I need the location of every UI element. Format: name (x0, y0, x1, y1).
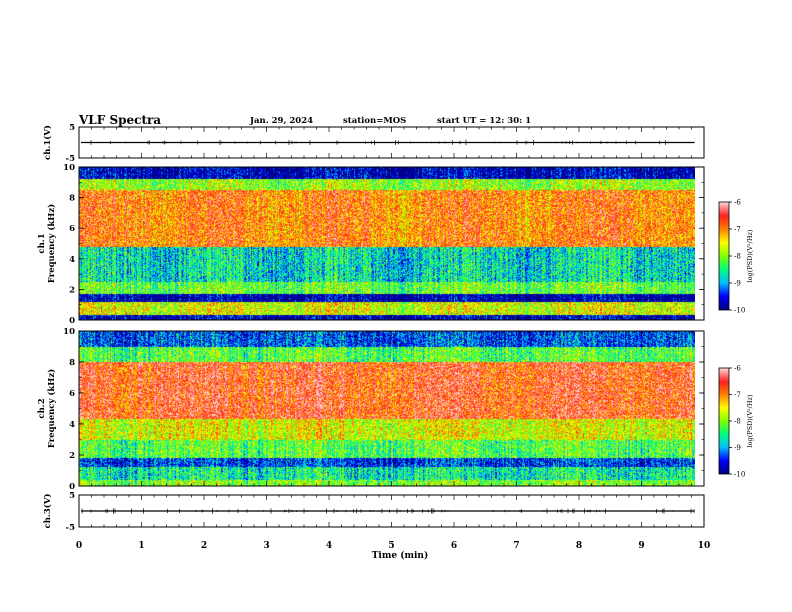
ch2-spectrogram-ytick-label: 0 (69, 482, 75, 492)
ch1-spectrogram-colorbar-tick-label: -9 (734, 280, 741, 288)
ch1-spectrogram-colorbar-tick-label: -6 (734, 199, 741, 207)
ch1-spectrogram-colorbar (719, 202, 729, 310)
ch2-spectrogram-colorbar-tick-label: -7 (734, 391, 741, 399)
ch1-spectrogram-ylabel: ch.1 (37, 233, 47, 253)
xtick-label: 5 (388, 541, 394, 551)
ch3-waveform-spikes (81, 508, 695, 514)
ch2-spectrogram-colorbar-label: log(PSD)(V²/Hz) (746, 394, 754, 447)
ch3-waveform-ytick-label: 5 (69, 491, 75, 501)
date-label: Jan. 29, 2024 (250, 116, 314, 126)
ch1-waveform-ytick-label: -5 (66, 154, 76, 164)
ch1-spectrogram-colorbar-tick-label: -8 (734, 253, 741, 261)
xtick-label: 8 (576, 541, 582, 551)
xtick-label: 3 (263, 541, 269, 551)
ch1-waveform-spikes (90, 139, 672, 146)
xtick-label: 1 (138, 541, 144, 551)
ch1-spectrogram-colorbar-label: log(PSD)(V²/Hz) (746, 229, 754, 282)
x-axis-label: Time (min) (372, 550, 429, 561)
ch2-spectrogram-colorbar-tick-label: -6 (734, 365, 741, 373)
ch1-spectrogram-ytick-label: 8 (69, 194, 75, 204)
chart-title: VLF Spectra (79, 113, 162, 127)
ch1-spectrogram-ytick-label: 6 (69, 224, 75, 234)
ch1-waveform-ylabel: ch.1(V) (42, 125, 53, 160)
ch2-spectrogram-ytick-label: 8 (69, 358, 75, 368)
xtick-label: 7 (513, 541, 519, 551)
ch1-waveform-ytick-label: 5 (69, 123, 75, 133)
ch1-spectrogram-ytick-label: 2 (69, 285, 75, 295)
xtick-label: 2 (201, 541, 207, 551)
xtick-label: 4 (326, 541, 332, 551)
ch1-spectrogram-ytick-label: 0 (69, 316, 75, 326)
ch1-spectrogram-colorbar-tick-label: -7 (734, 226, 741, 234)
ch2-spectrogram-ylabel: ch.2 (37, 398, 47, 418)
ch1-spectrogram-raster (79, 167, 695, 320)
ch1-spectrogram-ytick-label: 4 (69, 255, 75, 265)
xtick-label: 6 (451, 541, 457, 551)
start-time-label: start UT = 12: 30: 1 (437, 116, 532, 126)
ch2-spectrogram-colorbar (719, 368, 729, 474)
ch2-spectrogram-colorbar-tick-label: -9 (734, 444, 741, 452)
ch2-spectrogram-colorbar-tick-label: -10 (734, 471, 745, 479)
station-label: station=MOS (343, 116, 407, 126)
ch2-spectrogram-ytick-label: 2 (69, 451, 75, 461)
ch3-waveform-ytick-label: -5 (66, 523, 76, 533)
xtick-label: 10 (698, 541, 711, 551)
xtick-label: 9 (638, 541, 644, 551)
ch2-spectrogram-ylabel: Frequency (kHz) (46, 369, 57, 448)
ch2-spectrogram-ytick-label: 10 (63, 327, 75, 337)
ch1-spectrogram-ytick-label: 10 (63, 163, 75, 173)
ch2-spectrogram-raster (79, 331, 695, 486)
xtick-label: 0 (76, 541, 82, 551)
ch1-spectrogram-ylabel: Frequency (kHz) (46, 204, 57, 283)
ch3-waveform-ylabel: ch.3(V) (42, 494, 53, 529)
ch2-spectrogram-colorbar-tick-label: -8 (734, 418, 741, 426)
ch2-spectrogram-ytick-label: 4 (69, 420, 75, 430)
ch2-spectrogram-ytick-label: 6 (69, 389, 75, 399)
ch1-spectrogram-colorbar-tick-label: -10 (734, 307, 745, 315)
